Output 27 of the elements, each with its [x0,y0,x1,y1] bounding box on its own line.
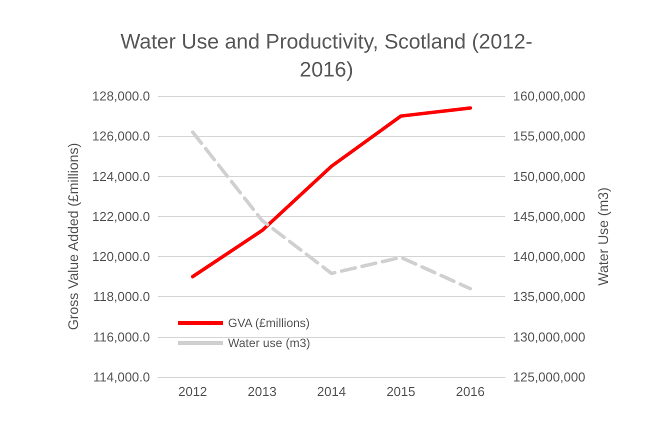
y-tick-label: 114,000.0 [93,370,150,384]
y2-tick-label: 150,000,000 [513,168,586,184]
y-tick-label: 122,000.0 [92,208,150,224]
y-tick-label: 120,000.0 [92,249,150,264]
chart-title: Water Use and Productivity, Scotland (2012- 2016) [120,30,533,82]
y-tick-label: 116,000.0 [93,329,150,344]
x-tick-label: 2014 [317,384,346,399]
x-tick-label: 2013 [248,384,277,399]
y2-tick-label: 145,000,000 [513,208,586,224]
y2-tick-label: 155,000,000 [513,128,586,144]
y-tick-label: 118,000.0 [93,289,150,304]
y2-tick-label: 130,000,000 [513,329,586,344]
y-tick-label: 124,000.0 [92,168,150,184]
y-tick-label: 126,000.0 [92,128,150,144]
y2-tick-label: 125,000,000 [513,370,586,384]
y2-tick-label: 140,000,000 [513,249,586,264]
x-tick-label: 2015 [386,384,416,399]
y2-axis-title: Water Use (m3) [595,187,612,286]
x-tick-label: 2016 [456,384,485,399]
line-series [190,106,472,278]
y-axis-title: Gross Value Added (£millions) [65,142,81,330]
legend-label: Water use (m3) [228,336,310,350]
y-tick-label: 128,000.0 [92,88,150,104]
x-tick-label: 2012 [178,384,208,399]
y2-tick-label: 135,000,000 [513,289,586,304]
legend-label: GVA (£millions) [228,316,310,330]
y2-tick-label: 160,000,000 [513,88,586,104]
